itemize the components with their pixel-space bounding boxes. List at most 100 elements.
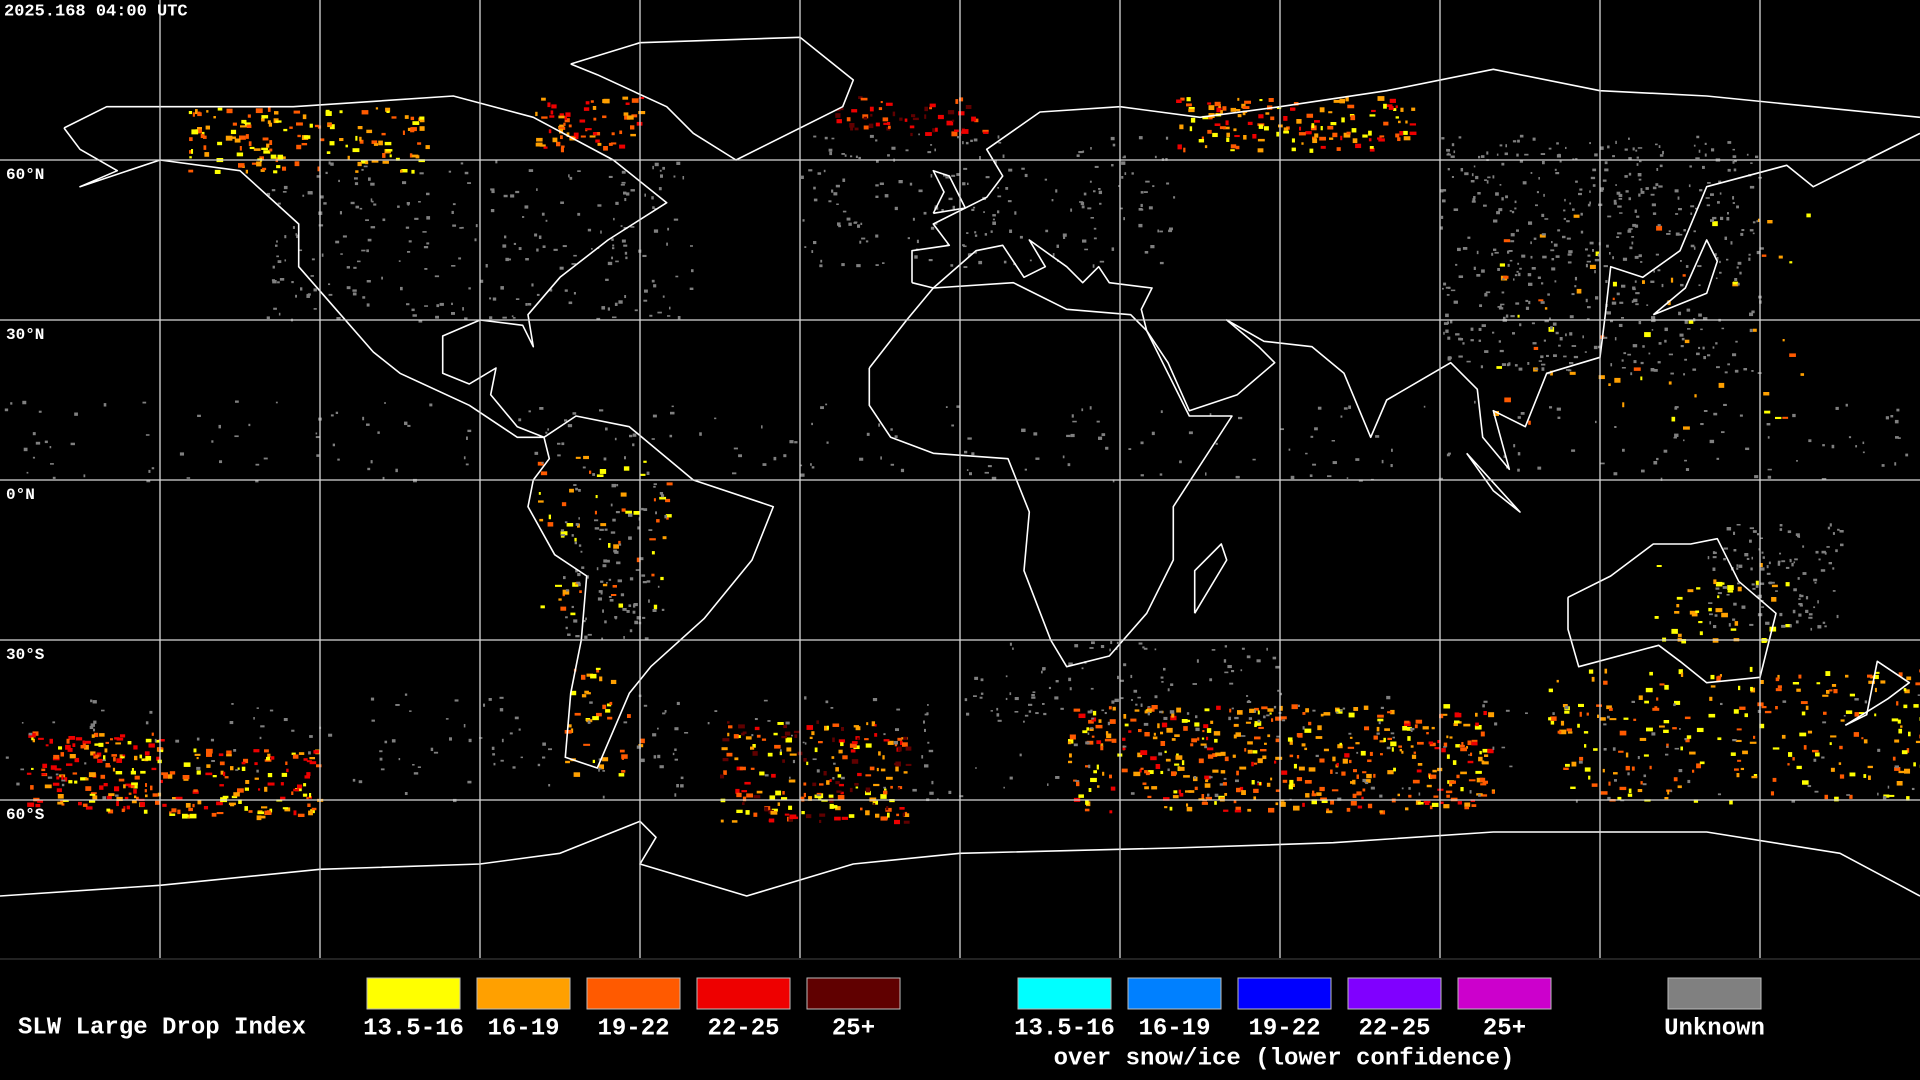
cloud-pixel — [905, 746, 912, 751]
cloud-pixel — [116, 758, 123, 763]
cloud-pixel — [1302, 802, 1305, 807]
cloud-pixel — [1749, 527, 1755, 530]
cloud-pixel — [1496, 211, 1500, 215]
cloud-pixel — [657, 727, 659, 730]
cloud-pixel — [1074, 780, 1080, 782]
cloud-pixel — [1346, 807, 1351, 812]
cloud-pixel — [951, 424, 955, 427]
cloud-pixel — [1548, 717, 1552, 721]
cloud-pixel — [451, 312, 455, 315]
cloud-pixel — [1575, 180, 1578, 183]
cloud-pixel — [1144, 251, 1149, 254]
cloud-pixel — [384, 141, 392, 146]
cloud-pixel — [1608, 781, 1611, 786]
cloud-pixel — [256, 769, 259, 773]
cloud-pixel — [116, 737, 124, 741]
cloud-pixel — [1535, 204, 1539, 207]
cloud-pixel — [1713, 412, 1718, 416]
cloud-pixel — [1628, 788, 1632, 794]
cloud-pixel — [16, 782, 20, 786]
cloud-pixel — [38, 410, 42, 413]
cloud-pixel — [1598, 375, 1605, 380]
cloud-pixel — [1235, 109, 1241, 112]
cloud-pixel — [379, 757, 383, 761]
cloud-pixel — [524, 205, 529, 209]
cloud-pixel — [191, 129, 199, 135]
cloud-pixel — [575, 635, 580, 638]
cloud-pixel — [1546, 354, 1549, 357]
cloud-pixel — [1900, 725, 1903, 728]
cloud-pixel — [1333, 99, 1340, 103]
cloud-pixel — [990, 230, 993, 233]
cloud-pixel — [1766, 572, 1771, 575]
cloud-pixel — [671, 405, 674, 408]
cloud-pixel — [875, 184, 879, 187]
cloud-pixel — [551, 104, 557, 109]
cloud-pixel — [603, 146, 608, 151]
cloud-pixel — [1738, 685, 1741, 691]
cloud-pixel — [1632, 147, 1635, 151]
cloud-pixel — [1128, 730, 1132, 733]
cloud-pixel — [1499, 305, 1502, 308]
cloud-pixel — [720, 774, 725, 779]
cloud-pixel — [832, 737, 835, 743]
cloud-pixel — [1781, 624, 1786, 628]
cloud-pixel — [429, 403, 433, 407]
cloud-pixel — [330, 414, 334, 417]
cloud-pixel — [568, 124, 572, 128]
cloud-pixel — [1204, 775, 1211, 780]
cloud-pixel — [78, 801, 82, 806]
cloud-pixel — [219, 761, 225, 766]
cloud-pixel — [1468, 779, 1476, 782]
cloud-pixel — [1188, 431, 1193, 435]
cloud-pixel — [1605, 280, 1608, 283]
cloud-pixel — [492, 297, 497, 301]
cloud-pixel — [653, 604, 658, 610]
cloud-pixel — [1688, 184, 1691, 188]
cloud-pixel — [1675, 213, 1679, 215]
cloud-pixel — [1370, 786, 1375, 790]
cloud-pixel — [865, 774, 872, 777]
cloud-pixel — [801, 811, 805, 815]
cloud-pixel — [371, 719, 375, 722]
cloud-pixel — [1052, 253, 1055, 257]
cloud-pixel — [721, 747, 728, 751]
cloud-pixel — [624, 251, 628, 255]
cloud-pixel — [624, 198, 627, 202]
cloud-pixel — [1235, 475, 1240, 479]
cloud-pixel — [1398, 120, 1401, 124]
cloud-pixel — [84, 744, 89, 750]
cloud-pixel — [395, 157, 400, 161]
cloud-pixel — [420, 119, 425, 123]
cloud-pixel — [1320, 797, 1327, 801]
cloud-pixel — [1441, 215, 1444, 219]
cloud-pixel — [1458, 136, 1462, 139]
cloud-pixel — [1890, 415, 1894, 418]
cloud-pixel — [785, 737, 793, 743]
cloud-pixel — [306, 760, 312, 763]
cloud-pixel — [1202, 730, 1205, 733]
cloud-pixel — [1670, 277, 1674, 283]
cloud-pixel — [651, 279, 655, 283]
cloud-pixel — [1631, 300, 1634, 303]
cloud-pixel — [1215, 752, 1222, 757]
cloud-pixel — [851, 759, 859, 764]
cloud-pixel — [763, 699, 768, 702]
cloud-pixel — [883, 786, 886, 789]
cloud-pixel — [1368, 130, 1372, 136]
cloud-pixel — [1748, 253, 1751, 256]
cloud-pixel — [1148, 709, 1153, 712]
cloud-pixel — [385, 149, 393, 152]
cloud-pixel — [1595, 251, 1600, 257]
cloud-pixel — [1222, 106, 1227, 111]
cloud-pixel — [575, 523, 579, 526]
cloud-pixel — [1067, 741, 1072, 745]
cloud-pixel — [1482, 780, 1489, 784]
cloud-pixel — [1226, 137, 1230, 142]
cloud-pixel — [325, 111, 332, 116]
cloud-pixel — [1264, 126, 1269, 131]
cloud-pixel — [589, 701, 593, 704]
cloud-pixel — [1691, 612, 1698, 617]
cloud-pixel — [1627, 793, 1633, 797]
cloud-pixel — [1678, 669, 1683, 675]
